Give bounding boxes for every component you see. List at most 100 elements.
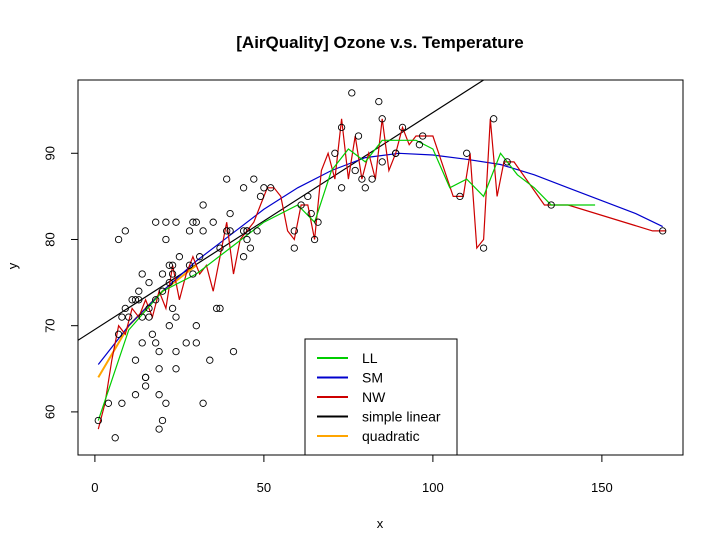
series-line-simple-linear (78, 80, 484, 341)
data-point (172, 347, 180, 356)
x-axis-label: x (377, 516, 384, 531)
data-point (141, 373, 150, 382)
data-point (392, 149, 400, 157)
data-point (155, 391, 163, 399)
data-point (361, 184, 369, 192)
data-point (212, 304, 221, 313)
data-point (490, 115, 498, 123)
data-point (145, 313, 153, 321)
series-line-sm (97, 152, 663, 365)
data-point (503, 158, 511, 166)
data-point (135, 287, 143, 295)
data-point (243, 235, 251, 244)
legend-label: LL (362, 350, 378, 366)
data-point (185, 261, 194, 269)
data-point (456, 192, 464, 201)
data-point (111, 434, 119, 442)
series-lines (78, 80, 667, 430)
data-point (368, 175, 376, 183)
data-point (104, 399, 113, 407)
data-point (256, 192, 265, 201)
data-point (158, 287, 167, 295)
data-point (168, 304, 177, 313)
data-point (378, 115, 386, 123)
data-point (463, 149, 471, 157)
data-point (131, 356, 140, 364)
data-point (192, 339, 200, 347)
legend-label: NW (362, 389, 386, 405)
data-point (114, 330, 123, 338)
data-point (131, 296, 140, 304)
data-point (351, 166, 359, 175)
data-point (337, 184, 346, 192)
scatter-points (94, 89, 667, 442)
data-point (192, 218, 200, 226)
data-point (199, 201, 207, 209)
y-axis: 60 70 80 90 (42, 146, 78, 419)
data-point (121, 304, 129, 313)
data-point (152, 218, 160, 226)
data-point (138, 339, 146, 347)
data-point (310, 235, 319, 244)
data-point (297, 201, 305, 209)
data-point (479, 244, 488, 252)
data-point (199, 227, 207, 235)
data-point (189, 218, 197, 226)
data-point (172, 218, 180, 226)
legend-label: simple linear (362, 409, 441, 425)
data-point (243, 227, 251, 235)
data-point (290, 244, 298, 252)
data-point (118, 313, 126, 321)
data-point (172, 313, 180, 321)
data-point (158, 270, 167, 278)
data-point (118, 399, 126, 407)
data-point (239, 184, 248, 192)
legend-label: quadratic (362, 428, 420, 444)
data-point (250, 175, 258, 183)
data-point (138, 270, 146, 278)
y-tick-label: 80 (42, 232, 57, 246)
data-point (135, 296, 143, 304)
data-point (223, 175, 231, 183)
data-point (162, 235, 170, 244)
x-tick-label: 50 (257, 480, 271, 495)
data-point (290, 227, 298, 235)
data-point (337, 123, 346, 132)
data-point (192, 322, 200, 330)
data-point (415, 141, 424, 149)
data-point (196, 253, 204, 261)
data-point (155, 347, 163, 356)
data-point (182, 339, 190, 347)
data-point (226, 227, 234, 235)
data-point (358, 175, 366, 183)
y-tick-label: 90 (42, 146, 57, 160)
data-point (348, 89, 356, 97)
data-point (162, 218, 170, 226)
data-point (175, 253, 184, 261)
data-point (165, 278, 173, 287)
data-point (239, 227, 248, 235)
data-point (148, 330, 157, 338)
data-point (307, 209, 315, 218)
series-line-nw (97, 118, 667, 430)
data-point (125, 313, 133, 321)
data-point (229, 347, 238, 356)
data-point (314, 218, 322, 226)
data-point (165, 261, 173, 269)
data-point (226, 209, 234, 218)
y-axis-label: y (5, 262, 20, 269)
x-tick-label: 100 (422, 480, 444, 495)
data-point (267, 184, 275, 192)
data-point (172, 365, 180, 373)
data-point (246, 244, 255, 252)
legend: LL SM NW simple linear quadratic (304, 338, 458, 456)
data-point (375, 97, 383, 106)
data-point (162, 399, 170, 407)
data-point (331, 149, 339, 157)
data-point (354, 132, 363, 140)
data-point (189, 270, 197, 278)
data-point (121, 227, 129, 235)
y-tick-label: 70 (42, 318, 57, 332)
data-point (114, 235, 123, 244)
data-point (304, 192, 312, 201)
